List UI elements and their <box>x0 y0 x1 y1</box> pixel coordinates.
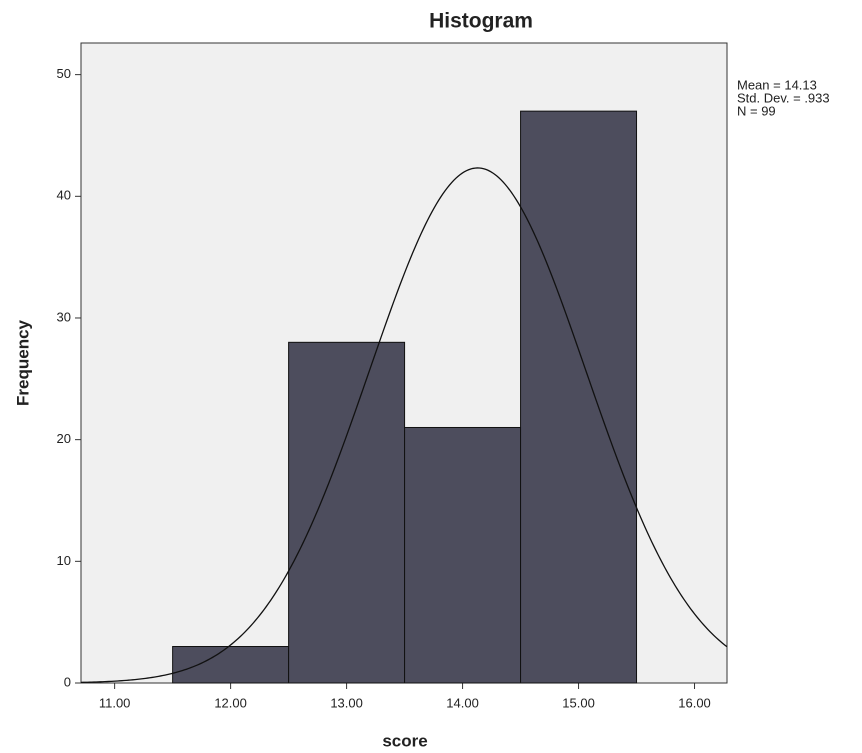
y-tick-label: 10 <box>57 553 71 568</box>
y-tick-label: 50 <box>57 66 71 81</box>
x-tick-label: 12.00 <box>214 695 247 710</box>
x-tick-label: 14.00 <box>446 695 479 710</box>
y-tick-label: 40 <box>57 188 71 203</box>
x-tick-label: 13.00 <box>330 695 363 710</box>
y-tick-label: 0 <box>64 674 71 689</box>
stat-label: Mean = 14.13 <box>737 77 817 92</box>
bar <box>404 426 522 684</box>
x-axis-title: score <box>382 731 427 750</box>
stat-label: N = 99 <box>737 103 776 118</box>
y-axis-title: Frequency <box>13 319 32 406</box>
x-tick-label: 11.00 <box>99 695 131 710</box>
x-tick-label: 16.00 <box>678 695 711 710</box>
y-tick-label: 30 <box>57 309 71 324</box>
bar <box>520 110 638 684</box>
y-tick-label: 20 <box>57 431 71 446</box>
stat-label: Std. Dev. = .933 <box>737 90 830 105</box>
normal-curve <box>80 167 728 684</box>
bar <box>288 341 406 684</box>
x-tick-label: 15.00 <box>562 695 595 710</box>
bar <box>172 645 290 684</box>
chart-title: Histogram <box>429 10 533 33</box>
